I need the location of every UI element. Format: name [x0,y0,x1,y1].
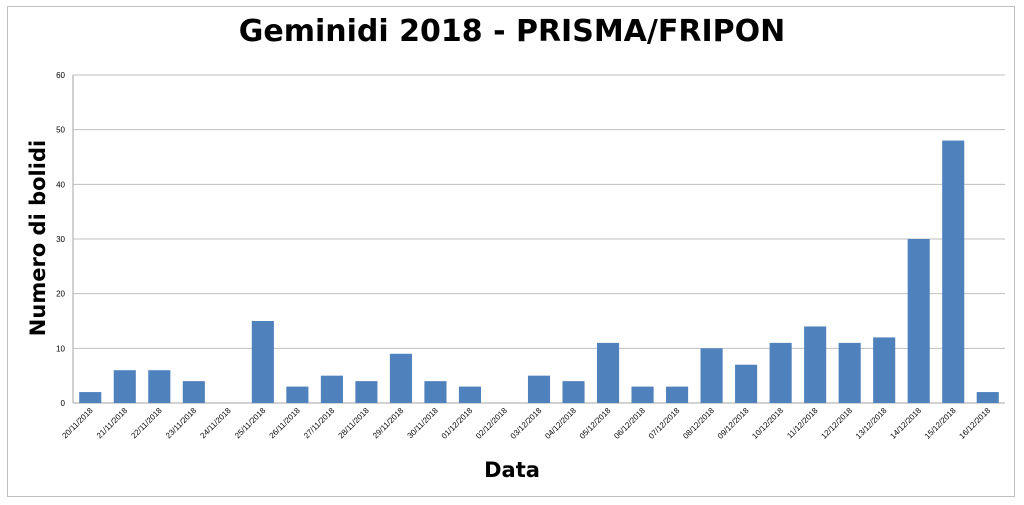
x-tick-label-9: 29/11/2018 [371,406,406,441]
chart-title: Geminidi 2018 - PRISMA/FRIPON [238,14,786,49]
y-tick-label-2: 20 [56,290,65,299]
y-tick-label-6: 60 [56,71,65,80]
x-tick-label-25: 15/12/2018 [923,406,958,441]
bar-22/11/2018 [148,370,171,403]
y-tick-label-4: 40 [56,180,65,189]
x-tick-label-1: 21/11/2018 [95,406,130,441]
bar-21/11/2018 [113,370,136,403]
bar-04/12/2018 [562,381,585,403]
bar-13/12/2018 [873,337,896,403]
x-tick-label-12: 02/12/2018 [474,406,509,441]
bar-23/11/2018 [182,381,205,403]
bar-12/12/2018 [838,342,861,403]
x-tick-label-13: 03/12/2018 [509,406,544,441]
bar-05/12/2018 [596,342,620,403]
x-tick-label-4: 24/11/2018 [198,406,233,441]
x-axis-label: Data [484,458,540,482]
bar-20/11/2018 [79,392,102,403]
bar-29/11/2018 [389,353,412,403]
x-tick-label-23: 13/12/2018 [854,406,889,441]
y-tick-label-5: 50 [56,126,65,135]
y-tick-label-1: 10 [56,344,65,353]
bar-16/12/2018 [976,392,999,403]
x-tick-label-18: 08/12/2018 [681,406,716,441]
x-tick-label-17: 07/12/2018 [647,406,682,441]
bar-26/11/2018 [286,386,309,403]
x-tick-label-19: 09/12/2018 [716,406,751,441]
chart-frame [7,6,1015,497]
x-tick-label-16: 06/12/2018 [612,406,647,441]
x-tick-label-6: 26/11/2018 [268,406,303,441]
bar-27/11/2018 [320,375,343,403]
bar-03/12/2018 [527,375,551,403]
x-tick-label-3: 23/11/2018 [164,406,199,441]
x-tick-label-15: 05/12/2018 [578,406,613,441]
bar-11/12/2018 [804,326,827,403]
bar-14/12/2018 [907,239,930,403]
x-tick-label-11: 01/12/2018 [440,406,475,441]
x-tick-label-8: 28/11/2018 [337,406,372,441]
x-tick-label-2: 22/11/2018 [129,406,164,441]
x-tick-label-21: 11/12/2018 [785,406,820,441]
x-tick-label-0: 20/11/2018 [60,406,95,441]
bar-07/12/2018 [666,386,689,403]
x-tick-label-14: 04/12/2018 [543,406,578,441]
x-tick-label-7: 27/11/2018 [302,406,337,441]
bar-15/12/2018 [942,140,965,403]
bar-01/12/2018 [458,386,482,403]
x-tick-label-10: 30/11/2018 [406,406,441,441]
x-tick-label-24: 14/12/2018 [888,406,923,441]
y-tick-label-0: 0 [61,399,66,408]
x-tick-label-20: 10/12/2018 [750,406,785,441]
x-tick-label-26: 16/12/2018 [957,406,992,441]
bar-09/12/2018 [735,364,758,403]
x-tick-label-5: 25/11/2018 [233,406,268,441]
bar-25/11/2018 [251,321,274,403]
y-tick-label-3: 30 [56,235,65,244]
bar-10/12/2018 [769,342,792,403]
bar-06/12/2018 [631,386,654,403]
bar-30/11/2018 [424,381,447,403]
bar-08/12/2018 [700,348,723,403]
x-tick-label-22: 12/12/2018 [819,406,854,441]
bar-28/11/2018 [355,381,378,403]
